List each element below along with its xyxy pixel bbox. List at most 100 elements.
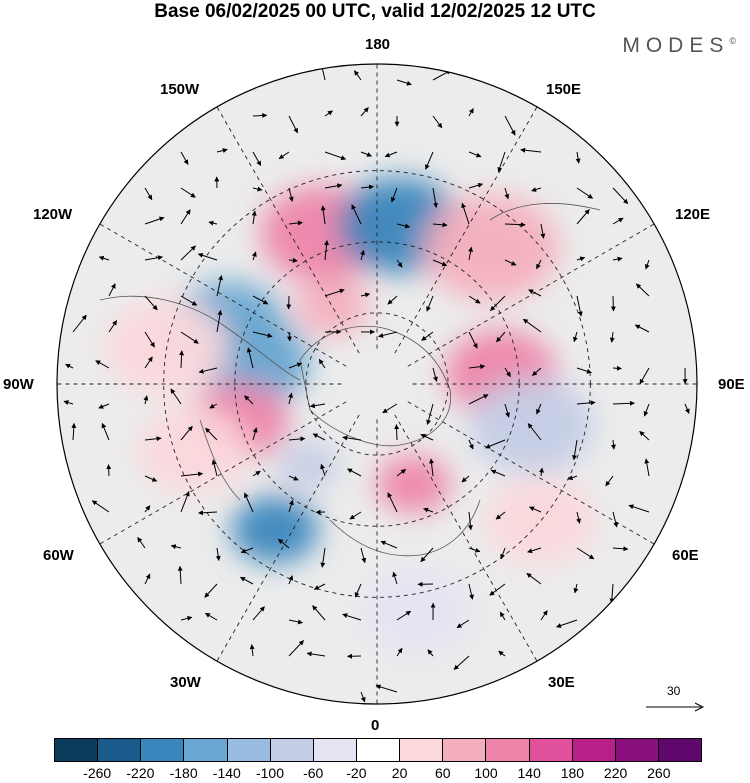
wind-vector <box>531 187 542 192</box>
colorbar-tick-label: 260 <box>647 765 671 781</box>
wind-vector <box>180 471 204 477</box>
wind-vector <box>468 547 481 553</box>
wind-vector <box>489 583 506 596</box>
wind-vector <box>252 606 265 621</box>
wind-vector <box>468 364 486 370</box>
wind-vector <box>318 358 326 369</box>
wind-vector <box>324 183 343 189</box>
wind-vector <box>288 220 303 226</box>
colorbar-swatch-10 <box>486 739 530 761</box>
wind-vector <box>504 367 511 378</box>
wind-vector <box>520 147 542 153</box>
wind-vector <box>576 209 590 225</box>
wind-vector <box>468 439 474 450</box>
wind-vector <box>426 295 434 312</box>
wind-vector <box>144 255 163 261</box>
wind-vector <box>342 435 362 441</box>
wind-vector <box>432 115 443 129</box>
wind-vector <box>101 422 110 441</box>
wind-vector <box>490 469 506 477</box>
wind-vector <box>576 400 596 406</box>
wind-vector <box>143 395 149 405</box>
wind-vector <box>461 202 470 225</box>
wind-vector <box>288 499 294 513</box>
wind-vector <box>95 360 110 369</box>
wind-vector <box>286 331 292 342</box>
wind-vector <box>635 283 650 297</box>
wind-vector <box>324 151 347 161</box>
colorbar <box>54 738 702 762</box>
wind-vector <box>572 331 578 343</box>
anomaly-blob <box>361 568 473 655</box>
wind-vector <box>91 500 110 513</box>
wind-vector <box>204 583 218 598</box>
wind-vector <box>144 436 162 442</box>
wind-vector <box>144 356 153 369</box>
wind-vector <box>644 458 650 477</box>
colorbar-swatch-4 <box>227 739 271 761</box>
wind-vector <box>252 470 261 477</box>
wind-vector <box>643 403 650 417</box>
wind-vector <box>539 467 544 477</box>
wind-scale-arrow-icon <box>646 702 705 712</box>
wind-vector <box>527 423 542 441</box>
lon-label-180: 180 <box>365 36 391 53</box>
wind-vector <box>180 615 193 621</box>
wind-vector <box>644 259 650 270</box>
wind-vector <box>382 403 398 414</box>
polar-map <box>56 63 698 705</box>
wind-vector <box>144 331 155 348</box>
wind-vector <box>170 544 182 550</box>
anomaly-blob <box>231 496 319 564</box>
wind-vector <box>456 619 470 629</box>
wind-vector <box>144 187 153 201</box>
colorbar-swatch-13 <box>615 739 659 761</box>
wind-vector <box>612 256 623 262</box>
wind-scale-label: 30 <box>667 684 681 698</box>
wind-vector <box>572 439 578 461</box>
wind-vector <box>180 295 198 306</box>
wind-vector <box>396 647 403 657</box>
wind-vector <box>504 115 516 136</box>
wind-vector <box>684 403 690 414</box>
wind-vector <box>396 468 407 477</box>
wind-vector <box>432 259 448 267</box>
wind-vector <box>504 403 510 418</box>
wind-vector <box>540 223 546 239</box>
wind-vector <box>278 151 290 160</box>
wind-vector <box>576 256 586 262</box>
colorbar-swatch-12 <box>572 739 616 761</box>
wind-vector <box>180 491 190 513</box>
wind-vector <box>532 367 542 376</box>
colorbar-tick-label: 220 <box>603 765 628 781</box>
wind-vector <box>396 610 412 621</box>
wind-vector <box>575 151 581 164</box>
wind-vector <box>468 331 478 349</box>
wind-vector <box>215 547 221 561</box>
wind-vector <box>324 110 333 117</box>
wind-vector <box>420 547 434 563</box>
wind-vector <box>278 538 290 549</box>
wind-vector <box>468 151 482 158</box>
wind-vector <box>144 475 158 482</box>
lon-label-60e: 60E <box>672 547 699 564</box>
wind-vector <box>313 583 326 590</box>
wind-vector <box>610 295 616 312</box>
wind-vector <box>251 251 257 261</box>
wind-vector <box>205 427 218 441</box>
wind-vector <box>536 259 542 270</box>
wind-vector <box>639 367 650 385</box>
wind-vector <box>320 547 326 568</box>
wind-vector <box>396 79 412 86</box>
wind-vector <box>490 295 506 312</box>
wind-vector <box>204 612 218 621</box>
wind-vector <box>610 439 616 450</box>
wind-vector <box>252 331 273 338</box>
wind-vector <box>612 511 619 528</box>
wind-vector <box>605 475 614 487</box>
wind-vector <box>180 151 189 165</box>
wind-vector <box>612 217 624 225</box>
wind-vector <box>612 365 622 371</box>
wind-vector <box>209 403 218 409</box>
wind-vector <box>432 222 448 228</box>
